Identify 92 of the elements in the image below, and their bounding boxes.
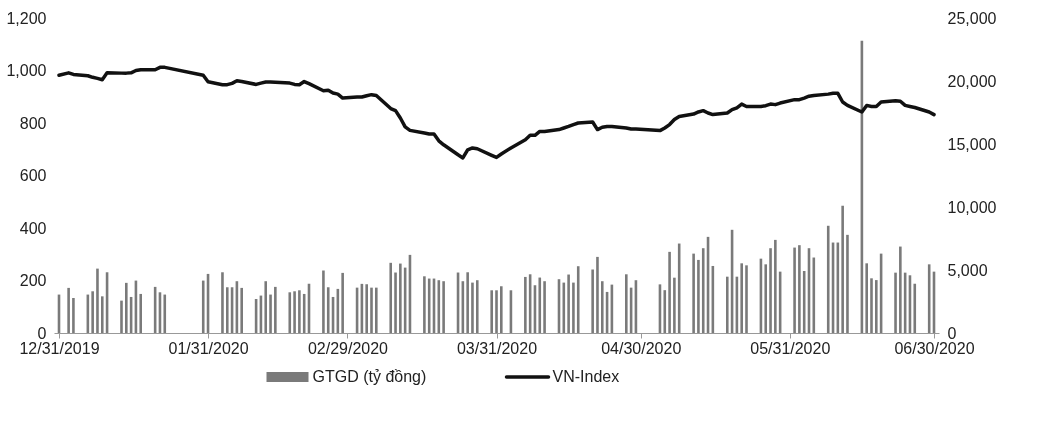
y2-tick-label: 10,000	[947, 198, 997, 216]
y-tick-label: 0	[37, 324, 47, 342]
bar	[500, 286, 503, 333]
bar	[298, 290, 301, 333]
bar	[774, 239, 777, 333]
bar	[567, 274, 570, 333]
bar	[697, 259, 700, 333]
y-tick-label: 1,200	[6, 9, 47, 27]
bar	[389, 262, 393, 333]
bar	[764, 264, 768, 333]
bar	[96, 268, 99, 333]
y2-tick-label: 20,000	[947, 72, 997, 90]
x-tick-label: 01/31/2020	[168, 339, 249, 357]
bar	[600, 281, 604, 333]
y-tick-label: 1,000	[6, 62, 47, 79]
y2-tick-label: 15,000	[947, 135, 997, 153]
bar	[495, 290, 498, 333]
bar	[576, 266, 580, 333]
bar	[100, 296, 104, 333]
x-tick-label: 06/30/2020	[894, 339, 975, 357]
bar	[423, 276, 426, 333]
legend-label: VN-Index	[552, 368, 620, 385]
bar	[524, 276, 527, 333]
y-tick-label: 200	[19, 272, 47, 289]
y2-tick-label: 0	[947, 324, 957, 342]
bar	[322, 270, 325, 333]
bar	[865, 263, 868, 333]
bar	[663, 290, 667, 333]
bar	[875, 280, 878, 333]
bar	[899, 246, 902, 333]
bar	[846, 234, 849, 333]
bar	[798, 245, 801, 333]
bar	[826, 225, 830, 333]
bar	[72, 297, 75, 333]
bar	[673, 277, 676, 333]
bar	[692, 253, 695, 333]
bar	[91, 291, 94, 333]
bar	[591, 269, 594, 333]
bar	[538, 277, 542, 333]
bar	[269, 294, 272, 333]
x-tick-label: 05/31/2020	[750, 339, 831, 357]
bar	[894, 272, 897, 333]
bar	[668, 251, 671, 333]
bar	[201, 280, 205, 333]
x-tick-label: 03/31/2020	[456, 339, 538, 357]
x-tick-label: 04/30/2020	[601, 339, 682, 357]
bar	[870, 278, 873, 333]
bar	[394, 272, 397, 333]
bar	[913, 283, 917, 333]
y2-tick-label: 5,000	[947, 261, 988, 279]
legend-label: GTGD (tỷ đồng)	[312, 368, 427, 385]
bar	[701, 248, 705, 333]
y-tick-label: 800	[19, 114, 47, 132]
bar	[769, 248, 772, 333]
bar	[740, 263, 743, 333]
bar	[120, 300, 123, 333]
bar	[221, 272, 224, 333]
bar	[341, 272, 344, 333]
bar	[399, 263, 402, 333]
bar	[442, 281, 445, 333]
bar	[841, 205, 844, 333]
bar	[793, 247, 796, 333]
x-tick-label: 12/31/2019	[19, 339, 100, 357]
bar	[264, 281, 268, 333]
line-series	[57, 65, 936, 160]
bar	[288, 292, 292, 333]
bar	[543, 281, 546, 333]
bar	[139, 293, 143, 333]
bar	[572, 282, 575, 333]
bar	[596, 256, 599, 333]
bar	[370, 287, 373, 333]
x-tick-label: 02/29/2020	[307, 339, 389, 357]
bar	[471, 282, 474, 333]
y-tick-label: 400	[19, 219, 47, 237]
bar	[274, 286, 277, 333]
bar	[67, 287, 70, 333]
y-tick-label: 600	[19, 167, 47, 184]
bar	[326, 287, 330, 333]
bar	[475, 280, 479, 333]
y2-tick-label: 25,000	[947, 9, 997, 27]
bar	[240, 287, 243, 333]
bar	[490, 290, 493, 333]
bar	[375, 287, 378, 333]
bar	[293, 291, 296, 333]
bar	[163, 294, 167, 333]
bar	[365, 284, 368, 333]
bar	[125, 282, 128, 333]
bar	[225, 287, 229, 333]
bar	[745, 265, 748, 333]
bar	[466, 272, 469, 333]
bar	[625, 274, 628, 333]
bar	[725, 276, 729, 333]
